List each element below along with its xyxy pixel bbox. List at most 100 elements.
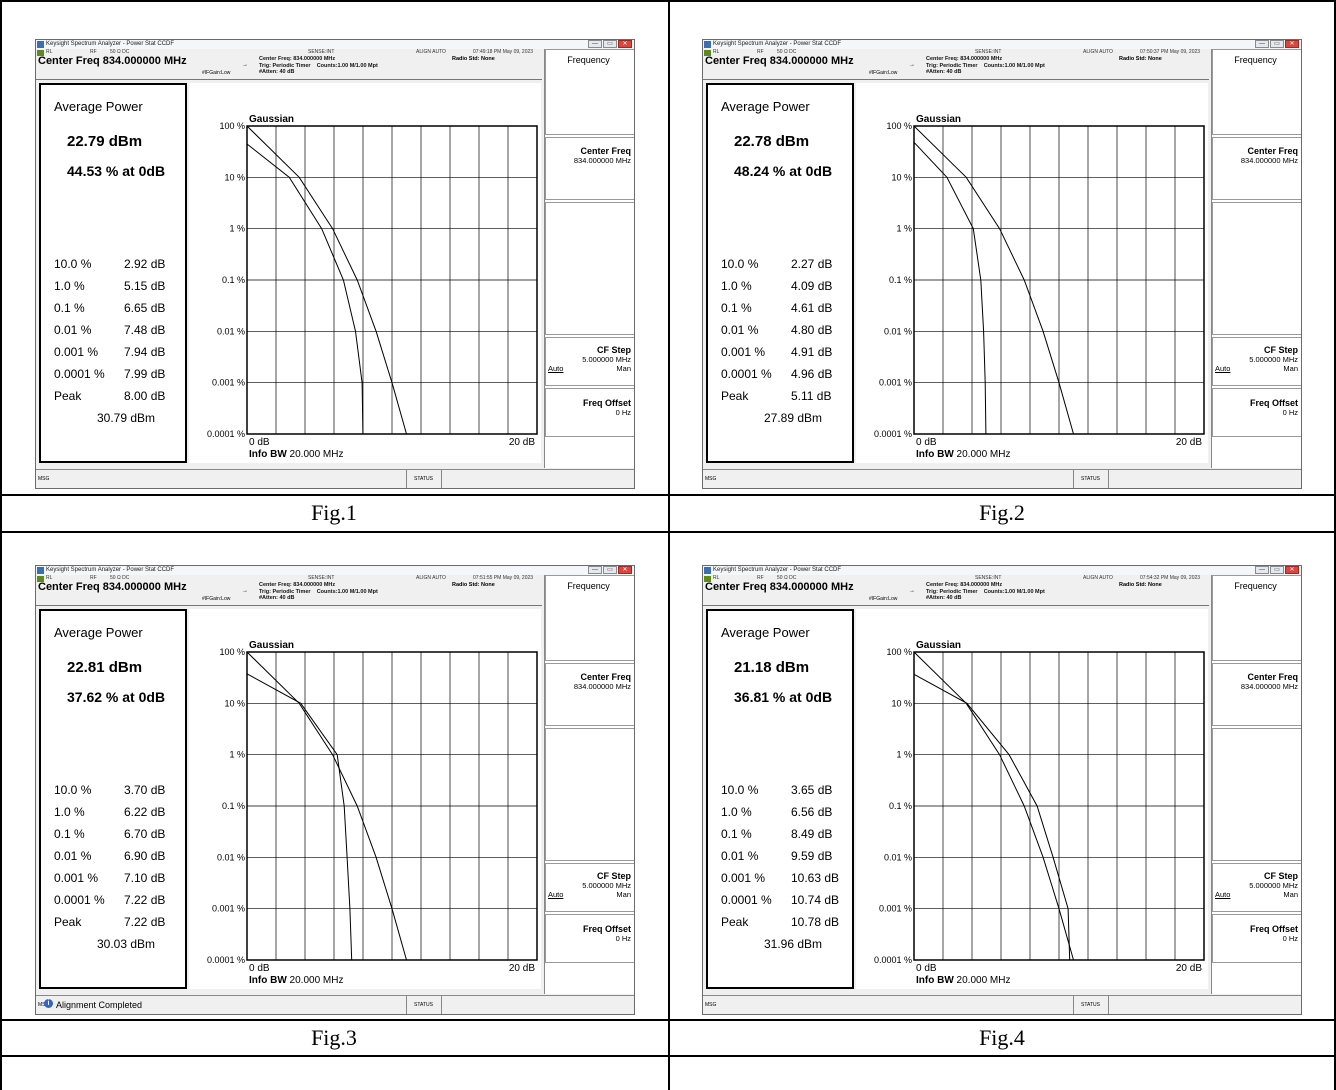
x-axis-right-label: 20 dB <box>1176 963 1202 974</box>
y-tick-label: 0.0001 % <box>874 955 912 965</box>
y-tick-label: 0.01 % <box>884 852 912 862</box>
instrument-status-row: RL RF 50 Ω DC SENSE:INT ALIGN AUTO 07:49… <box>36 49 546 56</box>
auto-option[interactable]: Auto <box>1215 890 1231 899</box>
average-power-title: Average Power <box>54 99 143 114</box>
attenuation-info: #Atten: 40 dB <box>926 595 962 602</box>
keysight-logo-icon <box>37 576 44 582</box>
freq-offset-softkey-label: Freq Offset <box>582 398 631 408</box>
radio-std-info: Radio Std: None <box>452 56 495 62</box>
ccdf-stat-value: 6.56 dB <box>791 805 833 819</box>
ccdf-stat-value: 4.91 dB <box>791 345 833 359</box>
app-icon <box>37 567 44 574</box>
ccdf-stat-label: 0.001 % <box>54 345 99 359</box>
minimize-button[interactable]: — <box>588 40 602 48</box>
auto-option[interactable]: Auto <box>548 890 564 899</box>
cf-step-softkey[interactable]: CF Step 5.000000 MHz Auto Man <box>545 863 634 912</box>
center-freq-header[interactable]: Center Freq 834.000000 MHz <box>705 581 854 593</box>
y-tick-label: 1 % <box>229 224 245 234</box>
freq-offset-softkey-label: Freq Offset <box>582 924 631 934</box>
minimize-button[interactable]: — <box>1255 40 1269 48</box>
softkey-menu: Frequency Center Freq 834.000000 MHz CF … <box>1211 575 1301 994</box>
cf-step-softkey-label: CF Step <box>596 871 631 881</box>
timestamp: 07:50:37 PM May 09, 2023 <box>1140 49 1201 55</box>
trigger-info: Trig: Periodic Timer <box>926 588 978 595</box>
auto-option[interactable]: Auto <box>1215 364 1231 373</box>
msg-label: MSG <box>705 476 717 482</box>
y-tick-label: 1 % <box>896 224 912 234</box>
ccdf-stat-label: 0.1 % <box>54 301 85 315</box>
msg-label: MSG <box>705 1002 717 1008</box>
figure-caption: Fig.4 <box>979 1025 1025 1050</box>
ccdf-stat-label: 0.1 % <box>54 827 85 841</box>
close-button[interactable]: ✕ <box>618 566 632 574</box>
rl-indicator: RL <box>713 575 720 581</box>
center-freq-softkey[interactable]: Center Freq 834.000000 MHz <box>1212 663 1301 726</box>
maximize-button[interactable]: ▭ <box>603 566 617 574</box>
y-tick-label: 1 % <box>896 750 912 760</box>
close-button[interactable]: ✕ <box>1285 566 1299 574</box>
close-button[interactable]: ✕ <box>618 40 632 48</box>
status-label: STATUS <box>1081 476 1100 482</box>
auto-option[interactable]: Auto <box>548 364 564 373</box>
freq-offset-softkey[interactable]: Freq Offset 0 Hz <box>545 388 634 437</box>
ccdf-stat-label: Peak <box>721 915 749 929</box>
measured-ccdf-trace <box>246 143 364 435</box>
auto-man-toggle[interactable]: Auto Man <box>1213 890 1298 899</box>
center-freq-softkey-value: 834.000000 MHz <box>573 156 631 165</box>
center-freq-header[interactable]: Center Freq 834.000000 MHz <box>38 55 187 67</box>
center-freq-softkey[interactable]: Center Freq 834.000000 MHz <box>1212 137 1301 200</box>
man-option[interactable]: Man <box>1283 364 1298 373</box>
ccdf-stat-value: 6.70 dB <box>124 827 166 841</box>
status-bar: MSG STATUS <box>703 995 1301 1014</box>
freq-offset-softkey[interactable]: Freq Offset 0 Hz <box>545 914 634 963</box>
center-freq-header[interactable]: Center Freq 834.000000 MHz <box>38 581 187 593</box>
man-option[interactable]: Man <box>616 890 631 899</box>
x-axis-right-label: 20 dB <box>509 963 535 974</box>
center-freq-softkey[interactable]: Center Freq 834.000000 MHz <box>545 663 634 726</box>
man-option[interactable]: Man <box>1283 890 1298 899</box>
freq-offset-softkey[interactable]: Freq Offset 0 Hz <box>1212 914 1301 963</box>
auto-man-toggle[interactable]: Auto Man <box>546 364 631 373</box>
maximize-button[interactable]: ▭ <box>1270 40 1284 48</box>
ifgain-info: #IFGain:Low <box>869 596 898 602</box>
trigger-info: Trig: Periodic Timer <box>259 588 311 595</box>
window-controls: — ▭ ✕ <box>587 40 632 49</box>
freq-offset-softkey-value: 0 Hz <box>1282 408 1298 417</box>
maximize-button[interactable]: ▭ <box>603 40 617 48</box>
msg-label: MSG <box>38 1002 49 1008</box>
minimize-button[interactable]: — <box>588 566 602 574</box>
ccdf-stat-value: 3.65 dB <box>791 783 833 797</box>
rf-indicator: RF <box>90 49 97 55</box>
y-tick-label: 0.1 % <box>889 801 912 811</box>
center-freq-softkey[interactable]: Center Freq 834.000000 MHz <box>545 137 634 200</box>
info-bw-label: Info BW 20.000 MHz <box>916 449 1010 460</box>
cf-step-softkey[interactable]: CF Step 5.000000 MHz Auto Man <box>545 337 634 386</box>
spectrum-analyzer-window: Keysight Spectrum Analyzer - Power Stat … <box>35 39 635 489</box>
impedance-indicator: 50 Ω DC <box>777 575 797 581</box>
ccdf-stat-value: 8.49 dB <box>791 827 833 841</box>
ccdf-stat-label: 10.0 % <box>721 257 759 271</box>
x-axis-left-label: 0 dB <box>916 963 937 974</box>
close-button[interactable]: ✕ <box>1285 40 1299 48</box>
cf-step-softkey[interactable]: CF Step 5.000000 MHz Auto Man <box>1212 337 1301 386</box>
x-axis-right-label: 20 dB <box>1176 437 1202 448</box>
auto-man-toggle[interactable]: Auto Man <box>1213 364 1298 373</box>
auto-man-toggle[interactable]: Auto Man <box>546 890 631 899</box>
x-axis-left-label: 0 dB <box>916 437 937 448</box>
center-freq-header[interactable]: Center Freq 834.000000 MHz <box>705 55 854 67</box>
y-tick-label: 0.001 % <box>879 904 912 914</box>
minimize-button[interactable]: — <box>1255 566 1269 574</box>
cf-step-softkey[interactable]: CF Step 5.000000 MHz Auto Man <box>1212 863 1301 912</box>
counts-info: Counts:1.00 M/1.00 Mpt <box>983 62 1045 69</box>
center-freq-softkey-label: Center Freq <box>580 672 631 682</box>
ccdf-stat-label: 10.0 % <box>54 783 92 797</box>
figure-caption: Fig.1 <box>311 500 357 525</box>
y-tick-label: 10 % <box>224 698 245 708</box>
maximize-button[interactable]: ▭ <box>1270 566 1284 574</box>
align-indicator: ALIGN AUTO <box>1083 49 1113 55</box>
man-option[interactable]: Man <box>616 364 631 373</box>
freq-offset-softkey-value: 0 Hz <box>615 934 631 943</box>
spectrum-analyzer-window: Keysight Spectrum Analyzer - Power Stat … <box>35 565 635 1015</box>
y-tick-label: 0.01 % <box>217 852 245 862</box>
freq-offset-softkey[interactable]: Freq Offset 0 Hz <box>1212 388 1301 437</box>
